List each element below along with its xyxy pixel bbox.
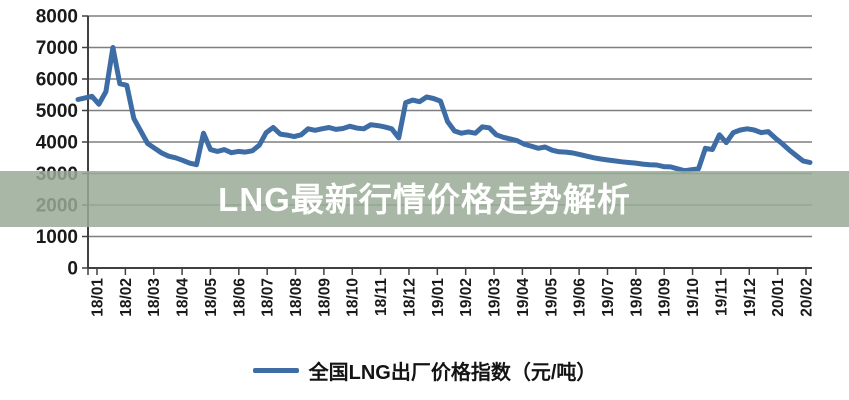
x-axis-label: 18/10 <box>345 278 362 317</box>
y-axis-label: 1000 <box>36 227 78 248</box>
x-axis-label: 18/03 <box>146 278 163 317</box>
x-axis-label: 18/01 <box>90 278 107 317</box>
x-axis-label: 19/07 <box>600 278 617 317</box>
legend-series-label: 全国LNG出厂价格指数（元/吨） <box>308 362 597 384</box>
x-axis-label: 18/04 <box>175 278 192 317</box>
x-axis-label: 18/07 <box>260 278 277 317</box>
x-axis-label: 18/05 <box>203 278 220 317</box>
x-axis-label: 19/08 <box>628 278 645 317</box>
y-axis-label: 8000 <box>36 7 78 28</box>
y-axis-label: 5000 <box>36 101 78 122</box>
x-axis-label: 18/09 <box>316 278 333 317</box>
x-axis-label: 19/06 <box>572 278 589 317</box>
x-axis-label: 20/01 <box>770 278 787 317</box>
x-axis-label: 19/04 <box>515 278 532 317</box>
x-axis-label: 19/10 <box>685 278 702 317</box>
x-axis-label: 19/09 <box>657 278 674 317</box>
y-axis-label: 4000 <box>36 133 78 154</box>
x-axis-label: 18/02 <box>118 278 135 317</box>
price-series-line <box>75 45 813 174</box>
y-axis-label: 7000 <box>36 38 78 59</box>
x-axis-label: 19/02 <box>458 278 475 317</box>
x-axis-label: 18/12 <box>401 278 418 317</box>
y-axis-label: 6000 <box>36 70 78 91</box>
chart-legend: 全国LNG出厂价格指数（元/吨） <box>0 356 849 385</box>
legend-line-marker <box>252 368 299 373</box>
x-axis-label: 19/01 <box>430 278 447 317</box>
x-axis-label: 19/11 <box>713 278 730 316</box>
x-axis-label: 18/06 <box>231 278 248 317</box>
x-axis-label: 19/03 <box>487 278 504 317</box>
y-axis-label: 0 <box>67 259 78 280</box>
x-axis-label: 20/02 <box>799 278 816 317</box>
x-axis-label: 19/12 <box>742 278 759 317</box>
x-axis-label: 19/05 <box>543 278 560 317</box>
x-axis-label: 18/08 <box>288 278 305 317</box>
x-axis-label: 18/11 <box>373 278 390 316</box>
banner-title: LNG最新行情价格走势解析 <box>218 180 631 218</box>
title-banner: LNG最新行情价格走势解析 <box>0 171 849 227</box>
